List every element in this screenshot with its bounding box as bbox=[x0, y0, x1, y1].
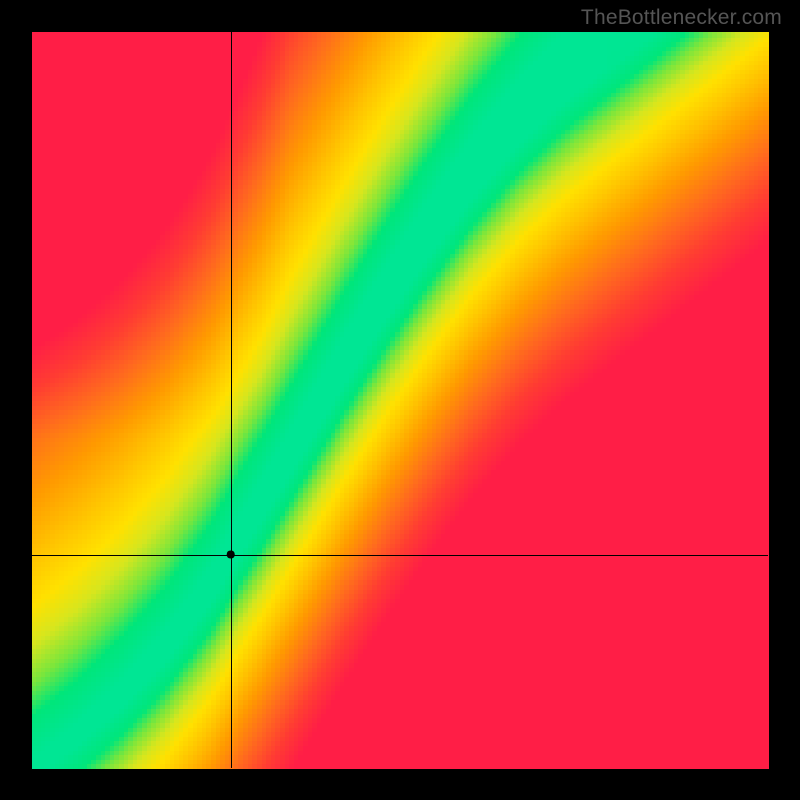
chart-container: TheBottlenecker.com bbox=[0, 0, 800, 800]
watermark-text: TheBottlenecker.com bbox=[581, 6, 782, 30]
heatmap-canvas bbox=[0, 0, 800, 800]
